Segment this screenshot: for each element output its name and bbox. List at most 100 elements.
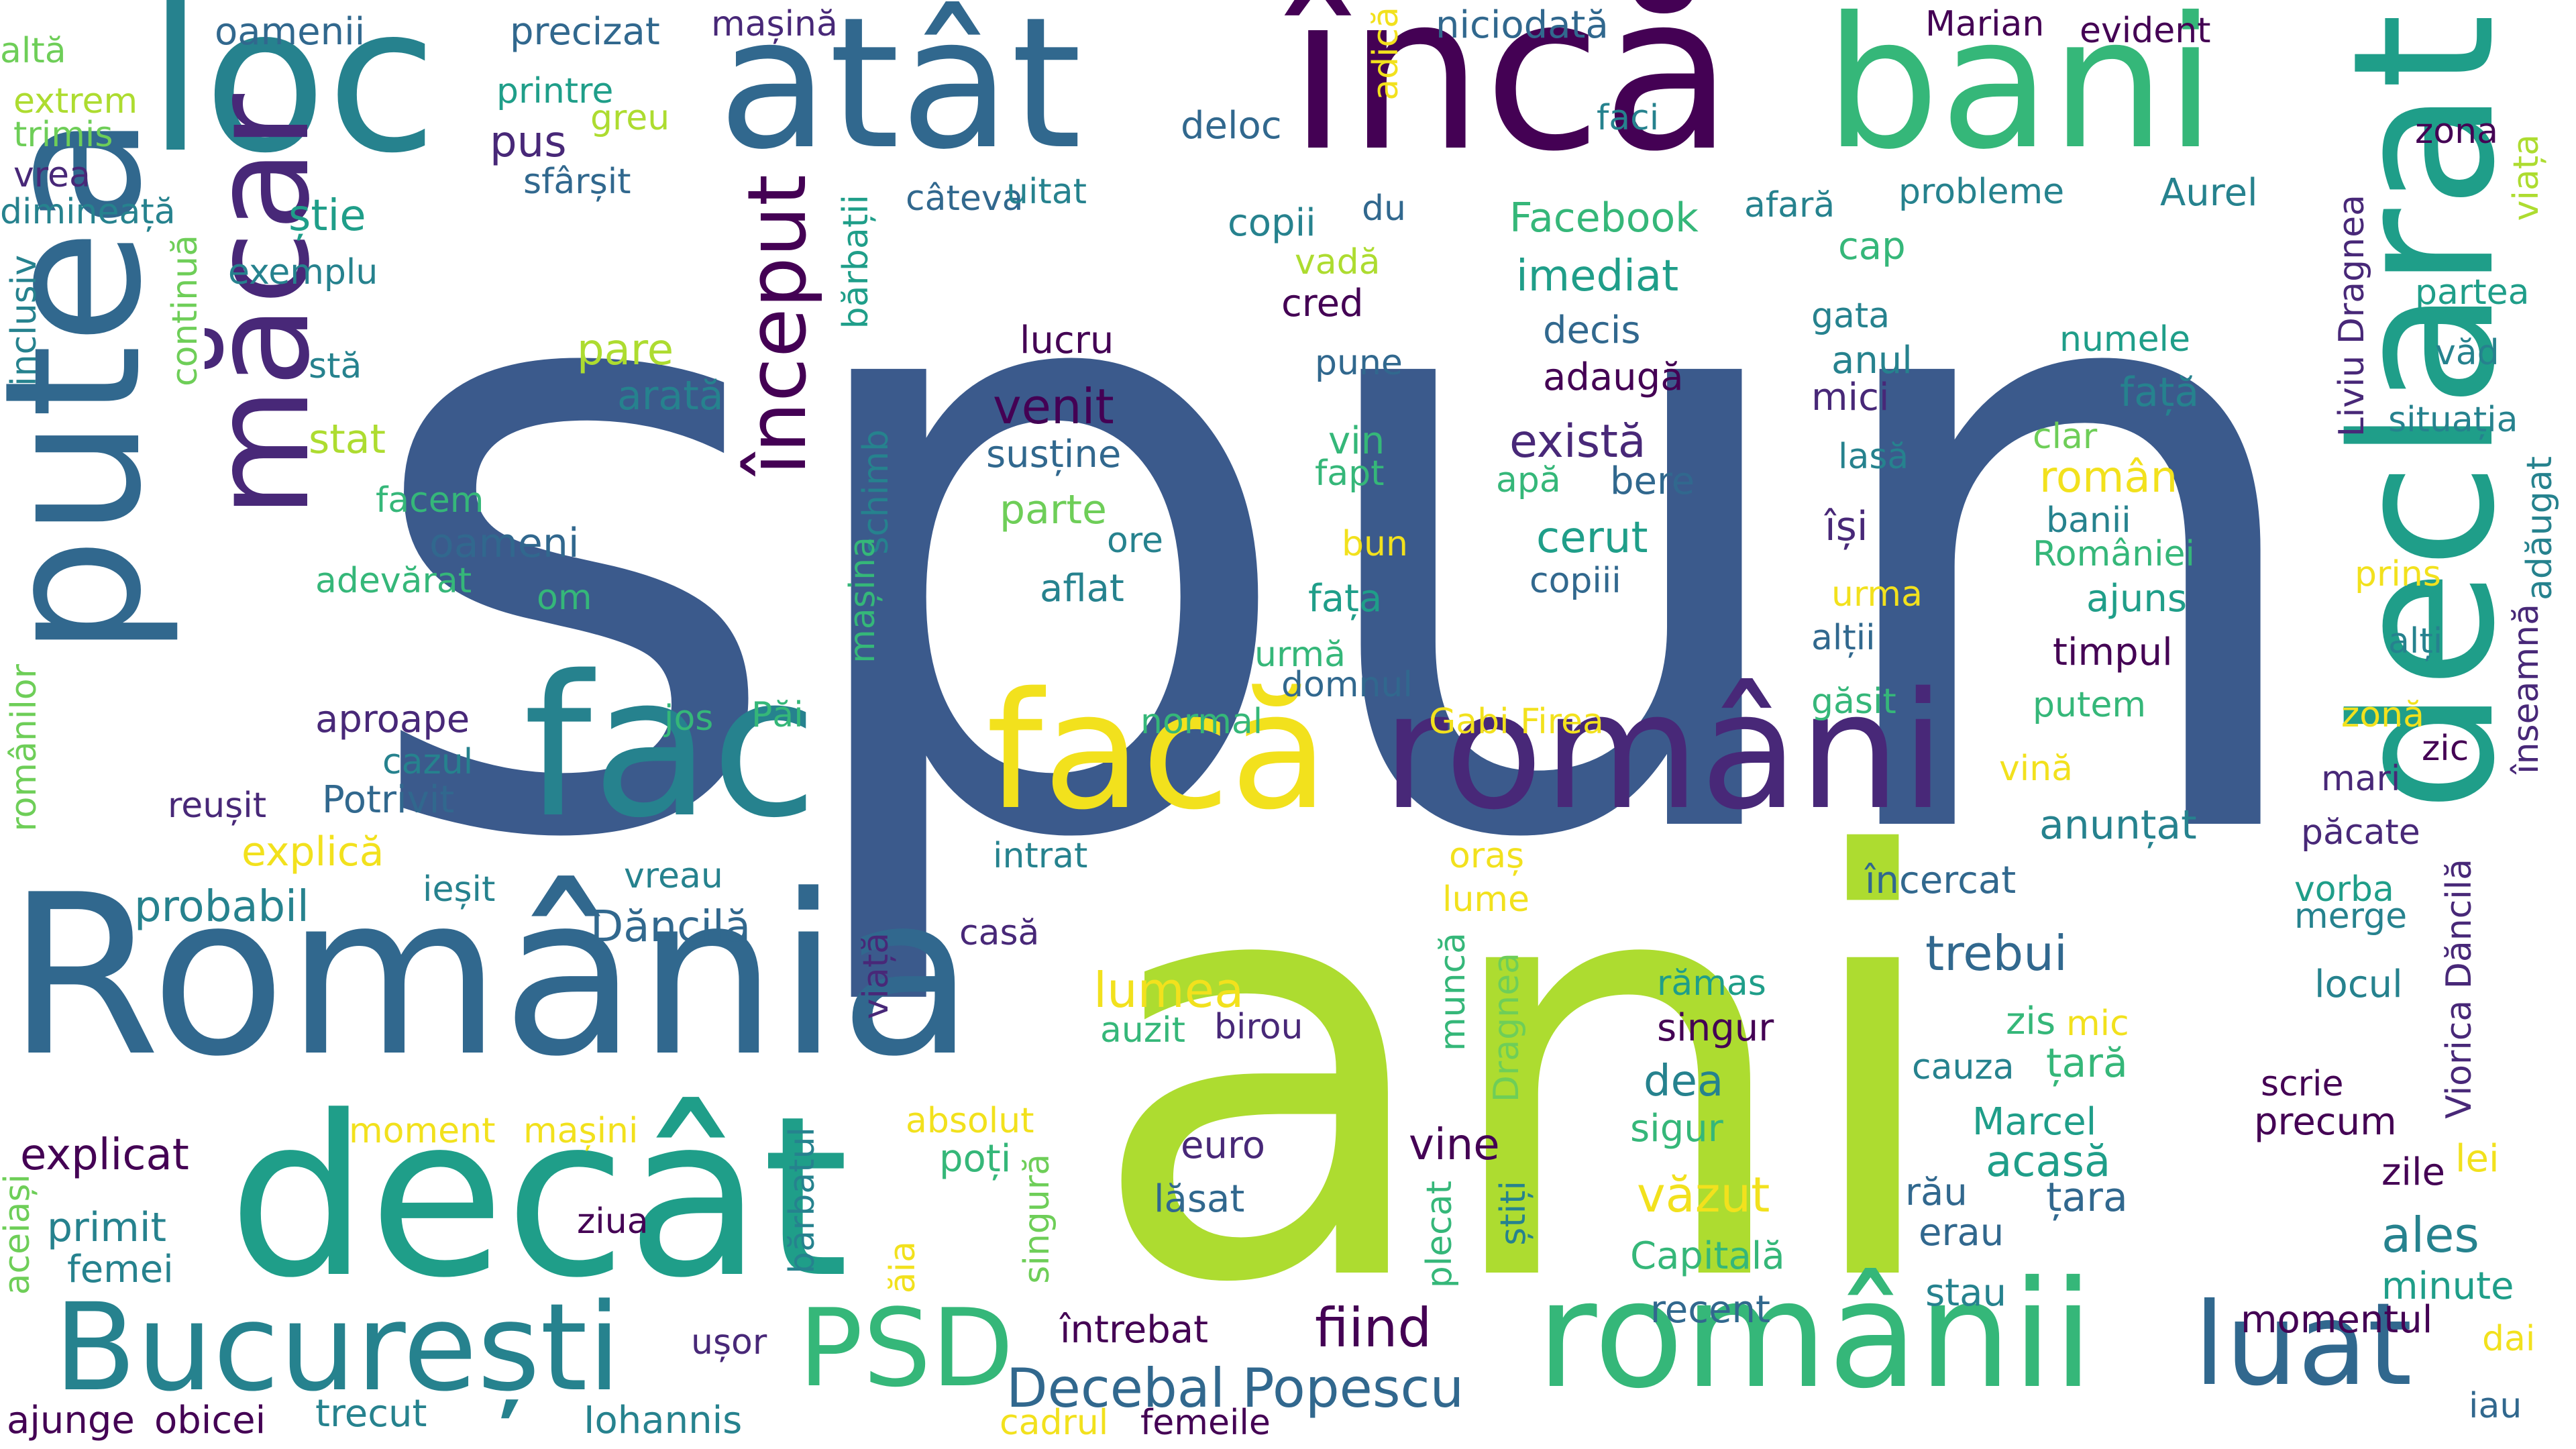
word-trimis: trimis [13,115,113,155]
word-stiti: știți [1493,1181,1534,1246]
word-dai: dai [2482,1319,2536,1359]
word-mic: mic [2066,1004,2129,1044]
word-fiind: fiind [1315,1297,1432,1359]
word-masina: mașină [711,4,838,44]
word-cap: cap [1838,225,1906,268]
word-luat: luat [2194,1279,2412,1411]
word-oras: oraș [1449,836,1525,876]
word-rau: rău [1905,1171,1968,1214]
word-moment: moment [349,1111,496,1151]
word-evident: evident [2080,11,2211,51]
word-om: om [537,578,592,618]
word-erau: erau [1919,1211,2004,1254]
word-merge: merge [2294,896,2408,936]
word-continua: continuă [165,235,205,386]
word-parte: parte [1000,486,1107,533]
word-pus: pus [490,117,567,167]
word-roman: român [2039,453,2178,502]
word-viata: viața [2506,134,2546,221]
word-vorba: vorba [2294,869,2394,910]
word-iesit: ieșit [423,869,496,910]
word-scrie: scrie [2261,1064,2344,1104]
word-locul: locul [2314,963,2403,1006]
word-trebui: trebui [1925,925,2068,981]
word-pune: pune [1315,343,1403,383]
word-incercat: încercat [1865,859,2017,902]
word-acasa: acasă [1986,1137,2111,1187]
word-fac: fac [523,635,818,861]
word-anul: anul [1831,339,1913,382]
word-cerut: cerut [1536,513,1648,563]
word-probabil: probabil [134,882,309,932]
word-venit: venit [993,378,1114,435]
word-ziua: ziua [577,1201,649,1242]
word-stie: știe [288,191,366,241]
word-vine: vine [1409,1120,1500,1170]
word-vin: vin [1328,419,1385,463]
word-sta: stă [309,346,362,386]
word-capitala: Capitală [1630,1234,1785,1278]
word-apa: apă [1496,460,1561,500]
word-copii: copii [1228,201,1316,245]
word-aurel: Aurel [2160,171,2258,215]
word-gata: gata [1811,296,1890,336]
word-stau: stau [1925,1271,2006,1315]
word-tara-2: țara [2046,1174,2128,1221]
word-prins: prins [2355,554,2441,594]
word-romani: români [1382,657,1945,845]
word-romaniei: României [2033,534,2195,574]
word-atat: atât [718,0,1082,189]
word-euro: euro [1181,1124,1265,1167]
word-greu: greu [590,98,670,138]
word-decat: decât [228,1069,849,1326]
word-marcel: Marcel [1972,1100,2097,1144]
word-precizat: precizat [510,10,660,54]
word-bere: bere [1610,460,1695,503]
word-faca: facă [986,657,1329,845]
word-probleme: probleme [1898,172,2065,212]
word-stat: stat [309,416,386,463]
word-liviu-dragnea: Liviu Dragnea [2332,195,2372,437]
word-putem: putem [2033,685,2146,725]
word-auzit: auzit [1100,1010,1185,1051]
word-cadrul: cadrul [1000,1403,1109,1443]
word-decis: decis [1543,309,1641,352]
word-urma: urma [1831,574,1923,614]
word-vazut: văzut [1637,1167,1770,1223]
word-adauga: adaugă [1543,356,1684,399]
word-inseamna: înseamnă [2506,604,2546,774]
word-femeile: femeile [1140,1403,1271,1443]
word-ore: ore [1107,521,1164,561]
word-potrivit: Potrivit [322,778,455,822]
word-printre: printre [496,71,614,111]
word-urma-2: urmă [1254,635,1346,675]
word-mici: mici [1811,376,1890,419]
word-fapt: fapt [1315,453,1385,494]
word-pai: Păi [751,695,804,735]
word-reusit: reușit [168,786,267,826]
word-ani: ani [1087,737,1953,1409]
word-trecut: trecut [315,1392,427,1436]
word-aia: ăia [883,1241,923,1294]
word-isi: își [1825,503,1868,550]
word-poti: poți [939,1137,1012,1181]
word-romanilor: românilor [4,664,44,832]
word-extrem: extrem [13,81,138,121]
word-masini: mașini [523,1111,639,1151]
word-zile: zile [2381,1150,2445,1194]
word-schimb: schimb [856,429,896,555]
word-facem: facem [376,480,484,521]
word-masina-v: mașina [843,537,883,663]
word-imediat: imediat [1516,252,1679,301]
word-zic: zic [2422,729,2469,769]
word-aflat: aflat [1040,567,1124,610]
word-marian: Marian [1925,4,2045,44]
word-inceput: început [731,174,824,476]
word-dea: dea [1644,1057,1724,1106]
word-gabi-firea: Gabi Firea [1429,702,1604,742]
word-singura: singură [1017,1154,1057,1284]
word-timpul: timpul [2053,631,2173,674]
word-explica: explică [241,828,384,875]
word-viorica-dancila: Viorica Dăncilă [2439,859,2479,1119]
word-fata: față [2120,369,2200,416]
